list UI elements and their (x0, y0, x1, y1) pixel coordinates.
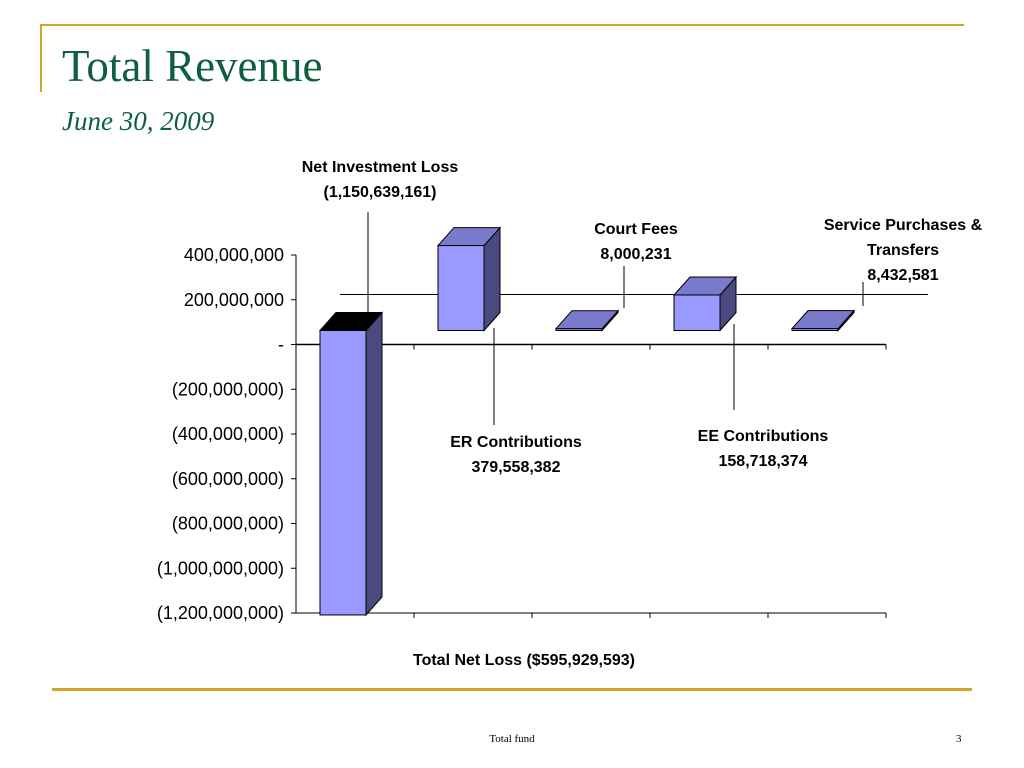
bar-front (791, 328, 839, 332)
bar-side (365, 311, 383, 617)
slide-subtitle: June 30, 2009 (62, 106, 215, 136)
y-tick-label: (400,000,000) (172, 424, 284, 444)
bar-er-contributions (436, 226, 502, 332)
slide-title: Total Revenue (62, 41, 323, 91)
y-tick-label: - (278, 335, 284, 355)
bar-front (555, 328, 603, 332)
frame-left-rule (40, 24, 42, 92)
bar-service-purchases (790, 309, 856, 332)
bar-ee-contributions (672, 275, 738, 332)
bar-top (790, 310, 856, 330)
bar-net-investment-loss (318, 311, 384, 617)
page-number: 3 (956, 733, 962, 745)
frame-top-rule (40, 24, 964, 26)
y-tick-label: 200,000,000 (184, 290, 284, 310)
bar-top (554, 310, 620, 330)
y-tick-label: (200,000,000) (172, 379, 284, 399)
annotation-court-fees-line: 8,000,231 (600, 246, 671, 263)
annotation-court-fees-line: Court Fees (594, 221, 678, 238)
annotation-net-investment-loss-line: (1,150,639,161) (324, 184, 437, 201)
y-tick-label: (1,200,000,000) (157, 603, 284, 623)
annotation-service-purchases-line: Service Purchases & (824, 217, 983, 234)
annotation-service-purchases-line: 8,432,581 (867, 267, 938, 284)
footer-text: Total fund (489, 733, 535, 745)
frame-bottom-rule (52, 688, 972, 691)
annotation-er-contributions-line: 379,558,382 (472, 459, 561, 476)
bar-front (319, 330, 367, 616)
bar-court-fees (554, 309, 620, 332)
x-axis-title: Total Net Loss ($595,929,593) (413, 652, 635, 669)
annotation-ee-contributions-line: EE Contributions (698, 428, 829, 445)
y-tick-label: (800,000,000) (172, 514, 284, 534)
y-tick-label: (1,000,000,000) (157, 558, 284, 578)
annotation-er-contributions-line: ER Contributions (450, 434, 582, 451)
annotation-ee-contributions-line: 158,718,374 (719, 453, 808, 470)
bar-front (673, 294, 721, 331)
bar-front (437, 245, 485, 331)
y-tick-label: (600,000,000) (172, 469, 284, 489)
annotation-net-investment-loss-line: Net Investment Loss (302, 159, 459, 176)
y-tick-label: 400,000,000 (184, 245, 284, 265)
annotation-service-purchases-line: Transfers (867, 242, 939, 259)
